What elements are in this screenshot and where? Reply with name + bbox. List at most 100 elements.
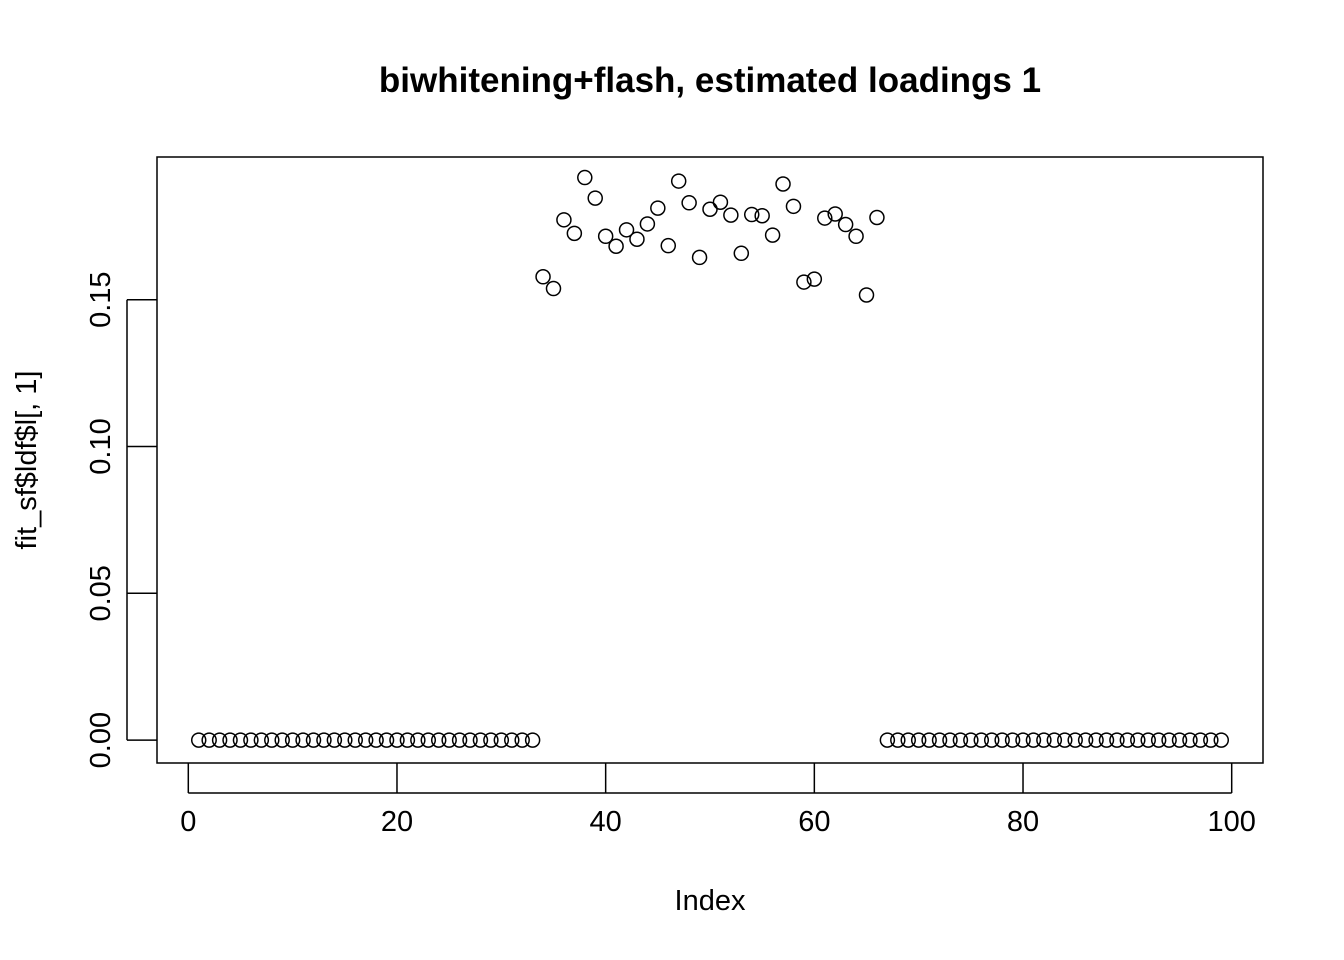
data-point xyxy=(441,732,457,748)
data-point xyxy=(618,222,635,238)
data-point xyxy=(743,206,760,223)
data-point xyxy=(1171,732,1188,748)
data-point xyxy=(890,732,906,748)
data-point xyxy=(201,732,217,748)
data-point xyxy=(910,732,927,748)
data-point xyxy=(921,732,937,748)
data-point xyxy=(357,732,374,748)
data-point xyxy=(1192,732,1209,748)
data-point xyxy=(514,732,530,748)
data-point xyxy=(681,195,697,211)
data-point xyxy=(952,732,969,748)
x-tick-label: 40 xyxy=(590,806,622,838)
data-point xyxy=(858,287,875,303)
x-axis-label: Index xyxy=(675,885,746,917)
data-point xyxy=(754,207,770,224)
data-point xyxy=(211,732,228,748)
data-point xyxy=(378,732,395,748)
data-point xyxy=(1088,732,1104,748)
data-point xyxy=(650,200,666,216)
data-point xyxy=(1213,732,1230,748)
data-point xyxy=(723,207,739,223)
data-point xyxy=(942,732,958,748)
data-point xyxy=(879,732,896,748)
data-point xyxy=(556,212,572,228)
data-point xyxy=(190,732,207,748)
data-point xyxy=(337,732,353,748)
data-point xyxy=(243,732,259,748)
data-point xyxy=(1057,732,1073,748)
data-point xyxy=(347,732,363,748)
data-point xyxy=(764,227,781,243)
data-point xyxy=(1077,732,1094,748)
data-point xyxy=(222,732,238,748)
chart-title: biwhitening+flash, estimated loadings 1 xyxy=(379,61,1041,100)
data-point xyxy=(639,216,656,232)
data-point xyxy=(274,732,290,748)
data-point xyxy=(963,732,979,748)
data-point xyxy=(1109,732,1125,748)
data-point xyxy=(983,732,1000,748)
data-point xyxy=(368,732,384,748)
data-point xyxy=(827,206,843,222)
y-axis-label: fit_sf$ldf$l[, 1] xyxy=(11,371,43,550)
data-point xyxy=(1015,732,1031,748)
data-point xyxy=(869,209,885,226)
data-point xyxy=(1150,732,1167,748)
y-axis: 0.00 0.05 0.10 0.15 xyxy=(85,271,157,768)
data-point xyxy=(577,169,593,186)
x-tick-label: 60 xyxy=(798,806,830,838)
data-point xyxy=(848,228,864,245)
data-point xyxy=(1025,732,1042,748)
data-point xyxy=(1140,732,1156,748)
data-point xyxy=(399,732,416,748)
data-point xyxy=(483,732,499,748)
data-point xyxy=(1119,732,1136,748)
x-tick-label: 20 xyxy=(381,806,413,838)
data-point xyxy=(472,732,489,748)
data-point xyxy=(430,732,447,748)
data-point xyxy=(1067,732,1083,748)
data-point xyxy=(566,225,583,242)
data-point xyxy=(1004,732,1021,748)
x-tick-label: 100 xyxy=(1208,806,1256,838)
data-point xyxy=(232,732,249,748)
data-point xyxy=(253,732,270,748)
data-points xyxy=(190,169,1230,748)
plot-area-border xyxy=(156,156,1264,764)
data-point xyxy=(264,732,280,748)
data-point xyxy=(451,732,468,748)
data-point xyxy=(1098,732,1115,748)
data-point xyxy=(587,190,603,206)
y-tick-label: 0.10 xyxy=(85,418,117,474)
data-point xyxy=(796,274,812,290)
y-tick-label: 0.00 xyxy=(85,712,117,768)
data-point xyxy=(608,238,624,255)
data-point xyxy=(785,198,802,215)
data-point xyxy=(806,271,823,287)
data-point xyxy=(493,732,510,748)
data-point xyxy=(900,732,916,748)
data-point xyxy=(629,231,645,247)
data-point xyxy=(420,732,437,748)
data-point xyxy=(524,732,541,748)
data-point xyxy=(316,732,332,748)
data-point xyxy=(670,173,687,189)
data-point xyxy=(305,732,322,748)
data-point xyxy=(462,732,478,748)
data-point xyxy=(1130,732,1146,748)
data-point xyxy=(712,194,729,210)
data-point xyxy=(535,269,551,285)
data-point xyxy=(545,280,562,297)
data-point xyxy=(973,732,990,748)
data-point xyxy=(733,245,750,262)
y-tick-label: 0.05 xyxy=(85,565,117,621)
data-point xyxy=(994,732,1010,748)
data-point xyxy=(931,732,948,748)
x-tick-label: 80 xyxy=(1007,806,1039,838)
data-point xyxy=(597,228,614,245)
data-point xyxy=(1046,732,1063,748)
data-point xyxy=(702,201,718,218)
data-point xyxy=(837,216,854,233)
